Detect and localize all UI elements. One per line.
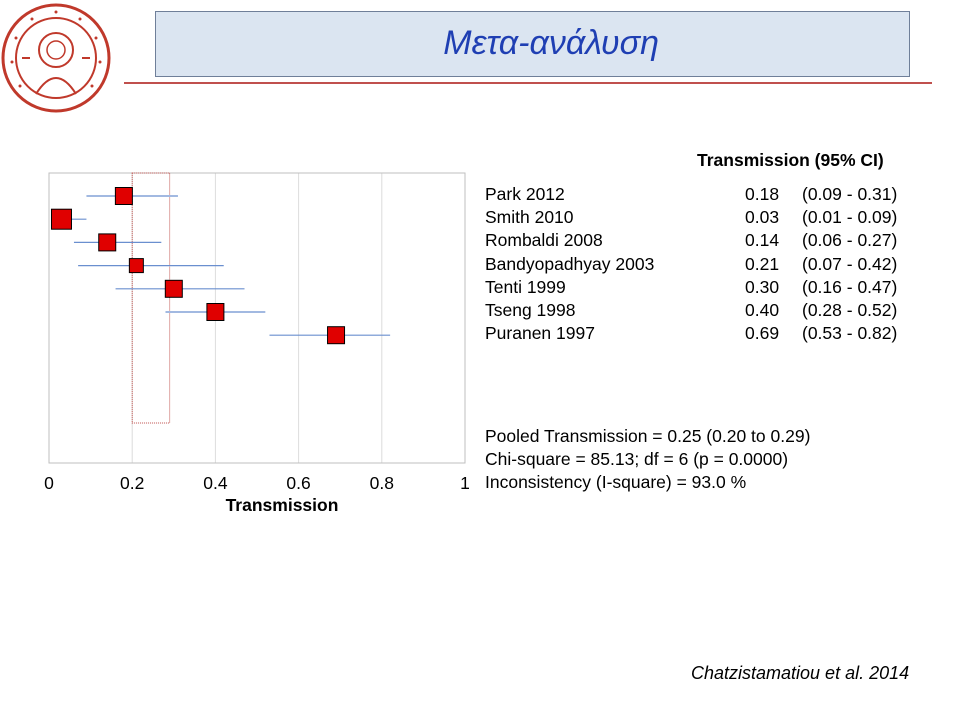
study-marker [50,208,72,230]
study-estimate: 0.14 [745,230,780,251]
study-marker [114,187,133,205]
study-name: Tseng 1998 [485,300,576,320]
study-marker [98,233,117,252]
chi-square-result: Chi-square = 85.13; df = 6 (p = 0.0000) [485,449,789,469]
study-name: Smith 2010 [485,207,574,228]
pooled-estimate-band [131,172,171,424]
study-marker [128,258,144,274]
column-header: Transmission (95% CI) [697,150,884,170]
study-estimate: 0.03 [745,207,780,228]
study-name: Tenti 1999 [485,276,566,297]
study-name: Puranen 1997 [485,323,595,344]
study-ci: (0.09 - 0.31) [802,184,898,204]
pooled-result: Pooled Transmission = 0.25 (0.20 to 0.29… [485,426,811,446]
study-ci: (0.01 - 0.09) [802,207,898,228]
x-tick-label: 1 [460,473,470,493]
study-ci: (0.06 - 0.27) [802,230,898,251]
study-ci: (0.07 - 0.42) [802,253,898,274]
study-estimate: 0.69 [745,323,780,344]
pooled-ci-band [131,172,171,424]
x-tick-label: 0.6 [286,473,310,493]
university-seal-logo [1,3,111,113]
x-tick-label: 0.4 [203,473,228,493]
x-tick-label: 0.2 [120,473,144,493]
x-axis-ticks: 0 0.2 0.4 0.6 0.8 1 [44,473,470,493]
x-axis-label: Transmission [226,495,339,515]
citation: Chatzistamatiou et al. 2014 [691,663,910,683]
title-underline [124,82,932,84]
study-estimate: 0.30 [745,276,780,297]
x-tick-label: 0 [44,473,54,493]
study-estimate: 0.18 [745,184,780,204]
study-ci: (0.28 - 0.52) [802,300,898,320]
study-marker [327,326,346,345]
inconsistency-result: Inconsistency (I-square) = 93.0 % [485,472,747,492]
study-marker [164,279,183,298]
plot-frame [48,172,466,464]
slide-title: Μετα-ανάλυση [443,24,659,62]
title-banner: Μετα-ανάλυση [155,11,910,77]
study-marker [206,303,225,321]
study-name: Bandyopadhyay 2003 [485,253,655,274]
study-name: Rombaldi 2008 [485,230,603,251]
study-estimate: 0.40 [745,300,780,320]
study-markers [50,187,346,345]
study-ci: (0.16 - 0.47) [802,276,898,297]
study-estimate: 0.21 [745,253,780,274]
x-tick-label: 0.8 [370,473,394,493]
study-ci: (0.53 - 0.82) [802,323,898,344]
study-name: Park 2012 [485,184,565,204]
